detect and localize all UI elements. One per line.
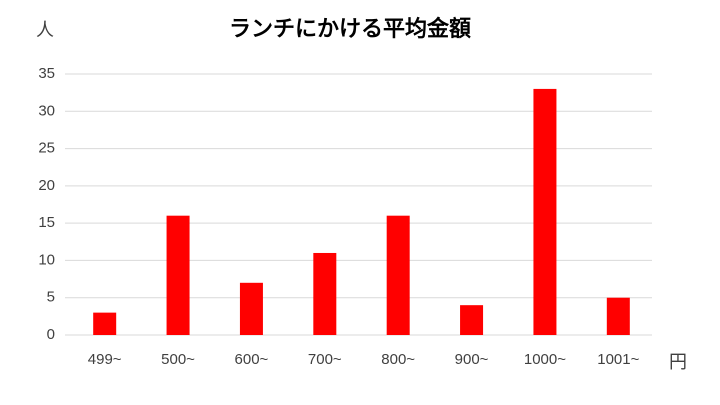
y-tick-label: 35 [38, 65, 55, 82]
x-tick-label: 600~ [235, 351, 269, 368]
bar [386, 215, 410, 335]
y-tick-label: 5 [47, 289, 55, 306]
y-tick-label: 0 [47, 326, 55, 343]
x-tick-label: 800~ [381, 351, 415, 368]
x-axis-label: 円 [669, 352, 687, 372]
x-tick-label: 1000~ [524, 351, 566, 368]
bar [93, 312, 117, 335]
y-tick-label: 30 [38, 102, 55, 119]
y-tick-label: 20 [38, 177, 55, 194]
bar [239, 282, 263, 335]
y-tick-label: 10 [38, 251, 55, 268]
chart-title: ランチにかける平均金額 [229, 16, 471, 41]
y-tick-label: 15 [38, 214, 55, 231]
bar [606, 297, 630, 335]
x-tick-label: 1001~ [597, 351, 639, 368]
bar [460, 305, 484, 335]
x-tick-label: 499~ [88, 351, 122, 368]
x-tick-label: 700~ [308, 351, 342, 368]
x-tick-label: 500~ [161, 351, 195, 368]
bar [313, 252, 337, 335]
x-tick-label: 900~ [455, 351, 489, 368]
bar [533, 88, 557, 336]
y-axis-label: 人 [36, 20, 54, 40]
y-tick-label: 25 [38, 140, 55, 157]
bar [166, 215, 190, 335]
